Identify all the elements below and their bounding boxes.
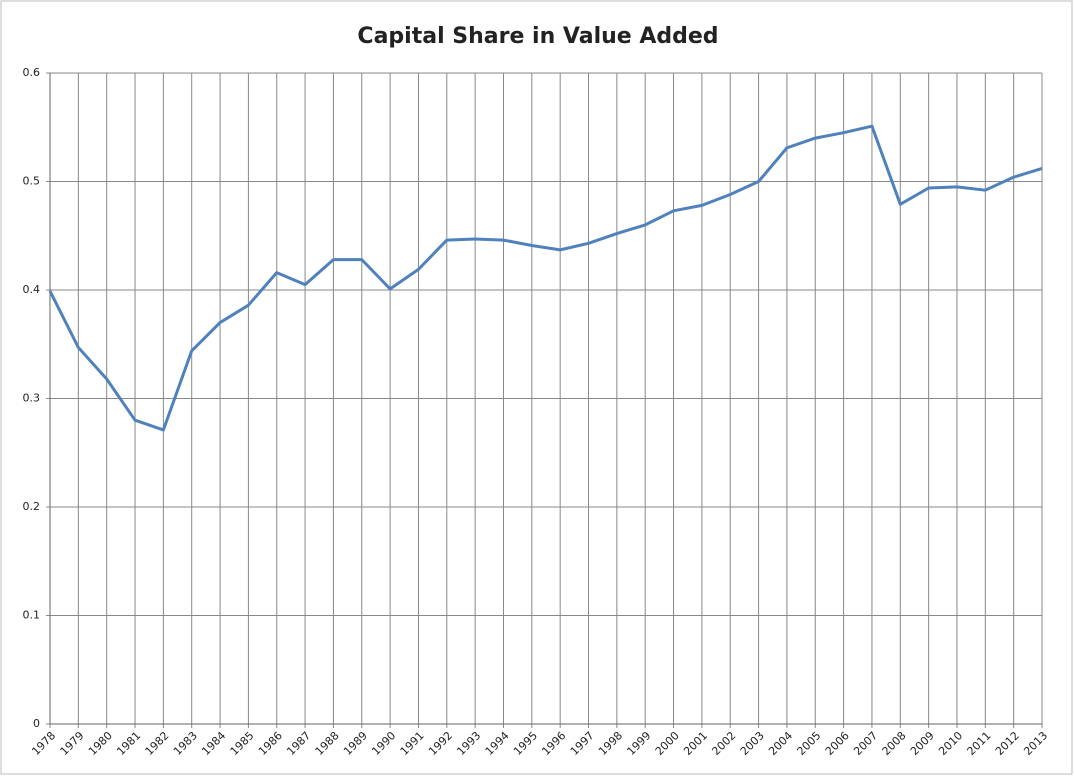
y-tick-label: 0.6 xyxy=(23,66,41,79)
data-line xyxy=(48,124,1043,432)
chart-title: Capital Share in Value Added xyxy=(357,24,718,49)
y-tick-label: 0.5 xyxy=(23,175,41,188)
y-tick-label: 0 xyxy=(33,717,40,730)
y-tick-label: 0.2 xyxy=(23,500,41,513)
y-tick-label: 0.4 xyxy=(23,283,41,296)
y-tick-label: 0.3 xyxy=(23,392,41,405)
y-tick-label: 0.1 xyxy=(23,609,41,622)
